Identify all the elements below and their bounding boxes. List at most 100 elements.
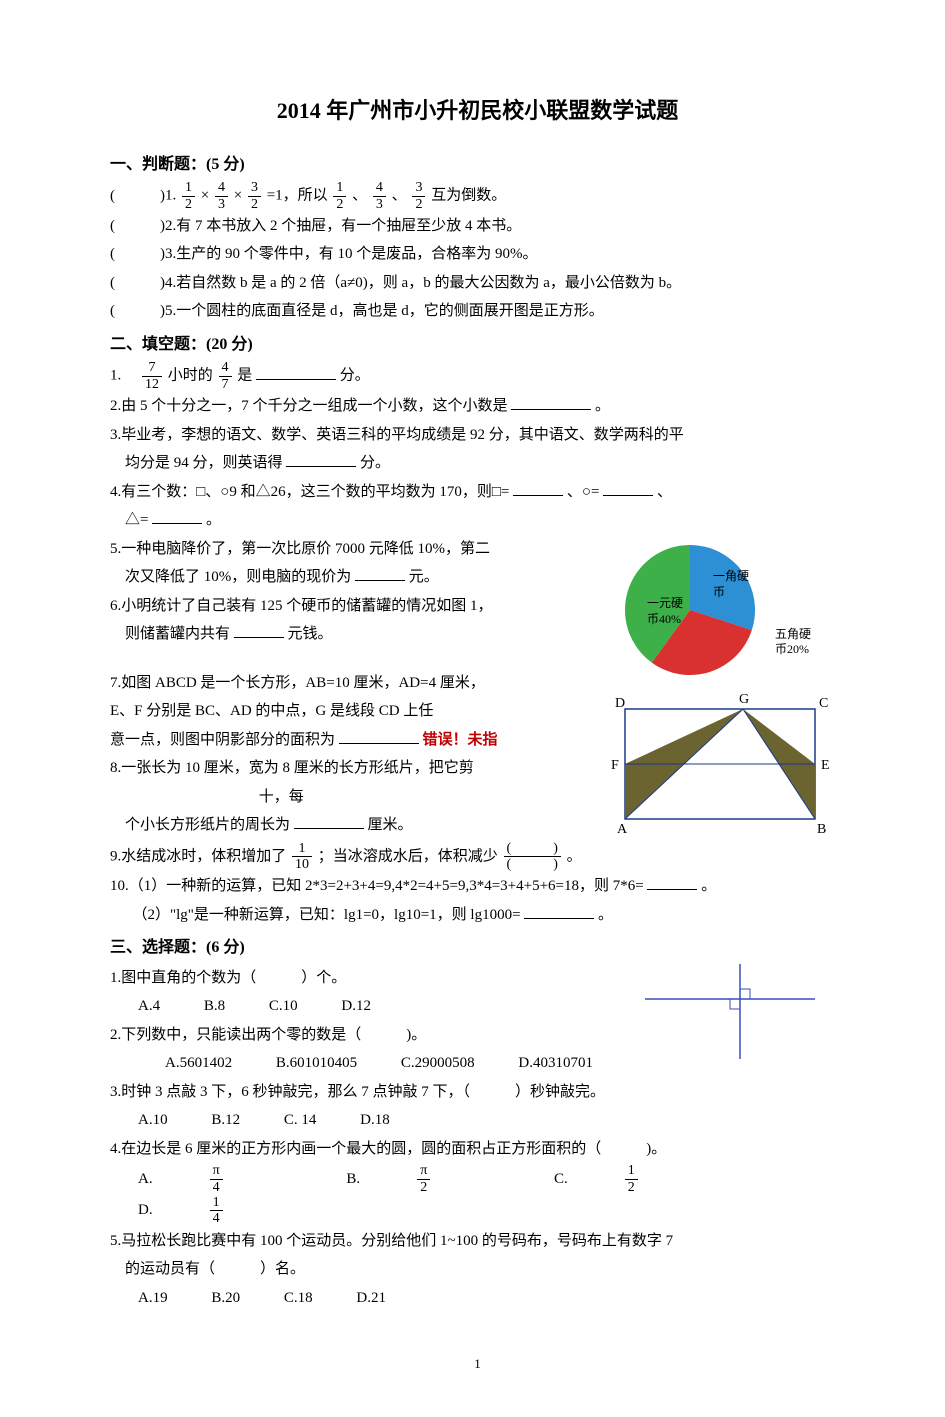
text: 4.有三个数：□、○9 和△26，这三个数的平均数为 170，则□= bbox=[110, 484, 509, 500]
choice-q4-opts: A. π4 B. π 2 C. 12 D. 14 bbox=[138, 1163, 845, 1227]
den: 3 bbox=[215, 197, 228, 212]
text: 5.一个圆柱的底面直径是 d，高也是 d，它的侧面展开图是正方形。 bbox=[165, 303, 604, 319]
num: 4 bbox=[219, 360, 232, 376]
text: 小时的 bbox=[168, 368, 213, 384]
num: π bbox=[417, 1163, 430, 1179]
choice-q4: 4.在边长是 6 厘米的正方形内画一个最大的圆，圆的面积占正方形面积的（ )。 bbox=[110, 1135, 845, 1164]
opt-d: D.21 bbox=[356, 1284, 386, 1313]
fill-q8a: 8.一张长为 10 厘米，宽为 8 厘米的长方形纸片，把它剪 十，每 bbox=[110, 754, 845, 811]
num: 4 bbox=[373, 180, 386, 196]
frac-4-3b: 43 bbox=[373, 180, 386, 212]
judgment-q2: ( )2.有 7 本书放入 2 个抽屉，有一个抽屉至少放 4 本书。 bbox=[110, 212, 845, 241]
text: 1. bbox=[165, 188, 176, 204]
num: 3 bbox=[412, 180, 425, 196]
den: 2 bbox=[412, 197, 425, 212]
opt-b: B.20 bbox=[211, 1284, 240, 1313]
section-1-header: 一、判断题：(5 分) bbox=[110, 150, 845, 180]
fill-q3b: 均分是 94 分，则英语得 分。 bbox=[110, 449, 845, 478]
fill-q9: 9.水结成冰时，体积增加了 110 ；当冰溶成水后，体积减少 ( )( ) 。 bbox=[110, 841, 845, 873]
fill-q10b: （2）"lg"是一种新运算，已知：lg1=0，lg10=1，则 lg1000= … bbox=[110, 901, 845, 930]
opt-c: C. 12 bbox=[554, 1163, 718, 1195]
opt-a: A.19 bbox=[138, 1284, 168, 1313]
opt-d: D.40310701 bbox=[518, 1049, 593, 1078]
choice-q2: 2.下列数中，只能读出两个零的数是（ )。 bbox=[110, 1021, 845, 1050]
text: 3.毕业考，李想的语文、数学、英语三科的平均成绩是 92 分，其中语文、数学两科… bbox=[110, 427, 684, 443]
text: 元。 bbox=[409, 569, 439, 585]
page-title: 2014 年广州市小升初民校小联盟数学试题 bbox=[110, 90, 845, 132]
text: 2.有 7 本书放入 2 个抽屉，有一个抽屉至少放 4 本书。 bbox=[165, 218, 521, 234]
opt-d: D. 14 bbox=[138, 1195, 303, 1227]
choice-q3: 3.时钟 3 点敲 3 下，6 秒钟敲完，那么 7 点钟敲 7 下，（ ）秒钟敲… bbox=[110, 1078, 845, 1107]
blank bbox=[511, 395, 591, 410]
times: × bbox=[201, 188, 209, 204]
blank bbox=[152, 509, 202, 524]
text: 厘米。 bbox=[368, 817, 413, 833]
text: △= bbox=[110, 512, 148, 528]
text: 分。 bbox=[340, 368, 370, 384]
num: π bbox=[210, 1163, 223, 1179]
judgment-q5: ( )5.一个圆柱的底面直径是 d，高也是 d，它的侧面展开图是正方形。 bbox=[110, 297, 845, 326]
choice-q1-opts: A.4 B.8 C.10 D.12 bbox=[138, 992, 845, 1021]
frac-3-2b: 32 bbox=[412, 180, 425, 212]
choice-q2-opts: A.5601402 B.601010405 C.29000508 D.40310… bbox=[165, 1049, 845, 1078]
text: 9.水结成冰时，体积增加了 bbox=[110, 848, 286, 864]
text: 3.时钟 3 点敲 3 下，6 秒钟敲完，那么 7 点钟敲 7 下，（ ）秒钟敲… bbox=[110, 1084, 605, 1100]
opt-c: C.18 bbox=[284, 1284, 313, 1313]
frac-3-2: 32 bbox=[248, 180, 261, 212]
opt-c: C. 14 bbox=[284, 1106, 317, 1135]
text: 2.由 5 个十分之一，7 个千分之一组成一个小数，这个小数是 bbox=[110, 398, 508, 414]
fill-q2: 2.由 5 个十分之一，7 个千分之一组成一个小数，这个小数是 。 bbox=[110, 392, 845, 421]
den: 2 bbox=[625, 1180, 638, 1195]
text: 。 bbox=[206, 512, 221, 528]
text: 互为倒数。 bbox=[431, 188, 506, 204]
opt-a: A.5601402 bbox=[165, 1049, 232, 1078]
opt-c: C.10 bbox=[269, 992, 298, 1021]
frac-4-7: 47 bbox=[219, 360, 232, 392]
paren: ( ) bbox=[110, 240, 165, 269]
sep: 、 bbox=[352, 188, 367, 204]
den: 10 bbox=[292, 857, 312, 872]
pre: C. bbox=[554, 1165, 583, 1194]
text: 5.一种电脑降价了，第一次比原价 7000 元降低 10%，第二 bbox=[110, 541, 490, 557]
text: 3.生产的 90 个零件中，有 10 个是废品，合格率为 90%。 bbox=[165, 246, 538, 262]
text: 4.若自然数 b 是 a 的 2 倍（a≠0)，则 a，b 的最大公因数为 a，… bbox=[165, 275, 681, 291]
frac-1-2: 12 bbox=[182, 180, 195, 212]
text: 元钱。 bbox=[288, 626, 333, 642]
judgment-q1: ( )1. 12 × 43 × 32 =1，所以 12 、 43 、 32 互为… bbox=[110, 180, 845, 212]
section-2-header: 二、填空题：(20 分) bbox=[110, 330, 845, 360]
text: 则储蓄罐内共有 bbox=[110, 626, 230, 642]
fill-q6b: 则储蓄罐内共有 元钱。 bbox=[110, 620, 845, 649]
den: 2 bbox=[333, 197, 346, 212]
paren: ( ) bbox=[110, 212, 165, 241]
frac-1-10: 110 bbox=[292, 841, 312, 873]
opt-a: A.4 bbox=[138, 992, 160, 1021]
text: 、 bbox=[657, 484, 672, 500]
opt-a: A. π4 bbox=[138, 1163, 303, 1195]
choice-q5a: 5.马拉松长跑比赛中有 100 个运动员。分别给他们 1~100 的号码布，号码… bbox=[110, 1227, 845, 1256]
opt-a: A.10 bbox=[138, 1106, 168, 1135]
text: 分。 bbox=[360, 455, 390, 471]
paren: ( ) bbox=[110, 297, 165, 326]
den: 7 bbox=[219, 377, 232, 392]
den: 2 bbox=[248, 197, 261, 212]
num: 7 bbox=[142, 360, 162, 376]
opt-b: B.8 bbox=[204, 992, 225, 1021]
fill-q4b: △= 。 bbox=[110, 506, 845, 535]
num: 1 bbox=[333, 180, 346, 196]
fill-q5a: 5.一种电脑降价了，第一次比原价 7000 元降低 10%，第二 bbox=[110, 535, 845, 564]
text: 1. bbox=[110, 368, 136, 384]
den: 12 bbox=[142, 377, 162, 392]
pre: B. bbox=[346, 1165, 375, 1194]
text: 。 bbox=[598, 907, 613, 923]
fill-q4a: 4.有三个数：□、○9 和△26，这三个数的平均数为 170，则□= 、○= 、 bbox=[110, 478, 845, 507]
fill-q7c: 意一点，则图中阴影部分的面积为 错误！未指 bbox=[110, 726, 845, 755]
frac-7-12: 712 bbox=[142, 360, 162, 392]
text: ；当冰溶成水后，体积减少 bbox=[318, 848, 498, 864]
opt-c: C.29000508 bbox=[401, 1049, 475, 1078]
section-3-header: 三、选择题：(6 分) bbox=[110, 933, 845, 963]
den: ( ) bbox=[504, 857, 561, 872]
text: 。 bbox=[701, 878, 716, 894]
blank bbox=[355, 566, 405, 581]
fill-q10a: 10.（1）一种新的运算，已知 2*3=2+3+4=9,4*2=4+5=9,3*… bbox=[110, 872, 845, 901]
choice-q3-opts: A.10 B.12 C. 14 D.18 bbox=[138, 1106, 845, 1135]
